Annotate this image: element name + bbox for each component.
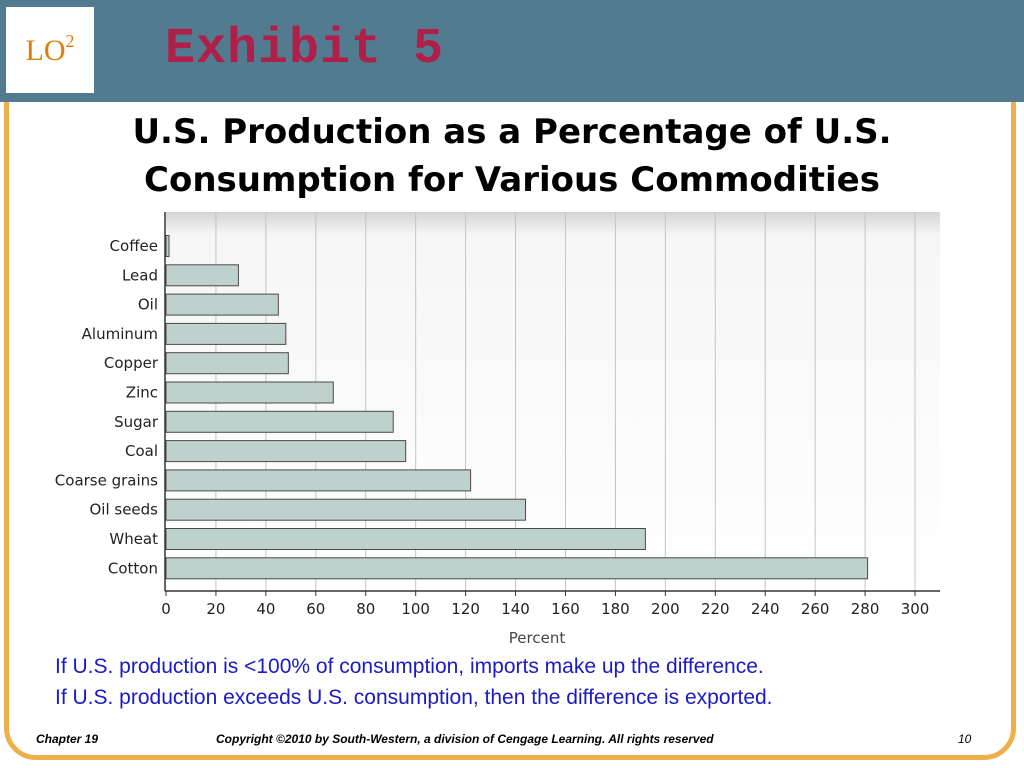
- bar-oil: [165, 293, 279, 316]
- bar-coffee: [165, 235, 170, 257]
- category-label: Zinc: [126, 384, 158, 402]
- footer-chapter: Chapter 19: [36, 732, 99, 746]
- bar-wheat: [165, 528, 646, 550]
- bar-aluminum: [165, 322, 287, 345]
- category-label: Sugar: [114, 413, 159, 431]
- note-imports: If U.S. production is <100% of consumpti…: [55, 655, 764, 678]
- category-label: Lead: [122, 266, 158, 284]
- category-label: Cotton: [108, 559, 158, 577]
- x-tick-label: 220: [701, 600, 730, 618]
- x-tick-label: 80: [356, 600, 375, 618]
- x-tick-label: 300: [901, 600, 930, 618]
- logo-letters: LO: [25, 33, 66, 67]
- x-tick-label: 0: [161, 600, 171, 618]
- bar-copper: [165, 352, 289, 375]
- footer-page-number: 10: [958, 732, 972, 746]
- x-tick-label: 280: [851, 600, 880, 618]
- x-tick-label: 260: [801, 600, 830, 618]
- category-label: Oil: [138, 296, 158, 314]
- category-label: Wheat: [109, 530, 158, 548]
- category-label: Aluminum: [82, 325, 158, 343]
- bar-oil-seeds: [165, 498, 527, 521]
- note-exports: If U.S. production exceeds U.S. consumpt…: [55, 686, 773, 709]
- chart-title: U.S. Production as a Percentage of U.S. …: [132, 112, 892, 200]
- bar-zinc: [165, 381, 334, 404]
- x-tick-label: 180: [601, 600, 630, 618]
- x-tick-label: 160: [551, 600, 580, 618]
- logo-badge: LO2: [6, 7, 94, 93]
- category-label: Coffee: [110, 237, 158, 255]
- x-tick-label: 240: [751, 600, 780, 618]
- x-tick-label: 120: [451, 600, 480, 618]
- x-tick-label: 20: [206, 600, 225, 618]
- bar-lead: [165, 264, 239, 287]
- header-bar: [0, 0, 1024, 102]
- bar-coal: [165, 440, 407, 463]
- exhibit-title: Exhibit 5: [165, 21, 445, 78]
- bar-sugar: [165, 410, 394, 433]
- category-label: Oil seeds: [89, 501, 158, 519]
- x-axis-label: Percent: [509, 629, 566, 647]
- bar-coarse-grains: [165, 469, 472, 492]
- category-label: Copper: [104, 354, 159, 372]
- x-tick-label: 100: [401, 600, 430, 618]
- footer-copyright: Copyright ©2010 by South-Western, a divi…: [216, 732, 714, 746]
- logo-superscript: 2: [65, 30, 75, 51]
- category-label: Coarse grains: [55, 471, 158, 489]
- footer: Chapter 19 Copyright ©2010 by South-West…: [0, 730, 1024, 750]
- bar-cotton: [165, 557, 869, 580]
- x-tick-label: 140: [501, 600, 530, 618]
- category-label: Coal: [125, 442, 158, 460]
- logo-text: LO2: [25, 30, 75, 68]
- x-tick-label: 60: [306, 600, 325, 618]
- x-tick-label: 40: [256, 600, 275, 618]
- x-tick-label: 200: [651, 600, 680, 618]
